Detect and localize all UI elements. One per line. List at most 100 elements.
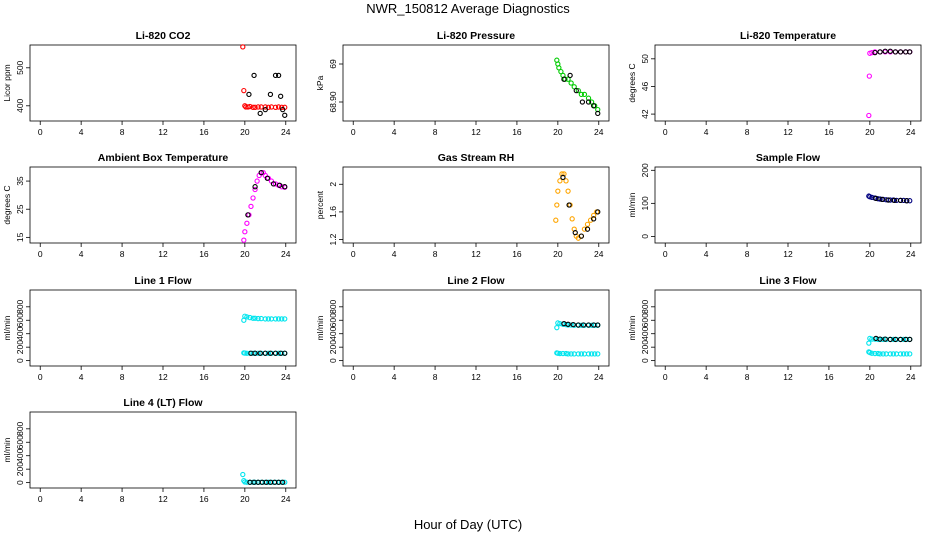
data-point xyxy=(240,471,246,478)
x-tick-label: 4 xyxy=(704,249,709,259)
data-point xyxy=(554,325,560,331)
data-point xyxy=(553,217,559,223)
data-point xyxy=(257,110,263,117)
data-point xyxy=(570,321,576,328)
data-point xyxy=(275,316,282,322)
y-tick-label: 600 xyxy=(640,313,650,327)
data-point xyxy=(588,351,595,357)
y-tick-label: 15 xyxy=(15,232,25,242)
data-point xyxy=(565,351,571,357)
data-point xyxy=(246,91,252,98)
panel-6: Sample Flow ml/min 0 4 8 12 16 20 24 0 100 200 xyxy=(627,152,922,259)
x-tick-label: 0 xyxy=(351,127,356,137)
y-axis-label: ml/min xyxy=(627,192,637,217)
panel-frame xyxy=(342,166,610,244)
x-tick-label: 20 xyxy=(865,249,875,259)
series-1 xyxy=(241,313,288,323)
series-2 xyxy=(873,195,910,204)
x-tick-label: 20 xyxy=(865,127,875,137)
x-tick-label: 24 xyxy=(281,249,291,259)
x-tick-label: 24 xyxy=(906,249,916,259)
x-tick-label: 0 xyxy=(38,249,43,259)
x-tick-label: 4 xyxy=(79,372,84,382)
y-tick-label: 0 xyxy=(328,358,338,363)
data-point xyxy=(565,321,571,327)
data-point xyxy=(882,48,888,54)
x-tick-label: 12 xyxy=(471,372,481,382)
y-tick-label: 400 xyxy=(15,448,25,462)
data-point xyxy=(887,351,893,357)
data-point xyxy=(561,76,567,82)
data-point xyxy=(242,350,248,356)
series-1 xyxy=(554,320,601,331)
data-point xyxy=(568,80,574,86)
data-point xyxy=(573,87,579,94)
data-point xyxy=(581,226,588,232)
y-tick-label: 50 xyxy=(640,54,650,64)
x-tick-label: 20 xyxy=(240,494,250,504)
y-tick-label: 500 xyxy=(15,60,25,74)
x-tick-label: 16 xyxy=(512,127,522,137)
data-point xyxy=(591,103,597,109)
data-point xyxy=(578,322,585,328)
data-point xyxy=(555,188,561,194)
data-point xyxy=(907,198,913,204)
y-tick-label: 1.2 xyxy=(328,233,338,245)
panel-title: Line 1 Flow xyxy=(134,275,192,287)
series-2 xyxy=(866,349,913,357)
panel-title: Line 4 (LT) Flow xyxy=(123,397,203,409)
data-point xyxy=(242,479,248,485)
series-2 xyxy=(246,72,288,118)
y-tick-label: 800 xyxy=(15,299,25,313)
data-point xyxy=(251,72,257,79)
data-point xyxy=(591,216,597,222)
y-tick-label: 800 xyxy=(328,299,338,313)
data-point xyxy=(877,49,883,55)
x-tick-label: 8 xyxy=(433,127,438,137)
data-point xyxy=(588,322,595,328)
y-tick-label: 200 xyxy=(328,340,338,354)
data-point xyxy=(252,315,258,321)
panel-title: Sample Flow xyxy=(756,152,821,164)
panel-title: Gas Stream RH xyxy=(438,152,514,164)
data-point xyxy=(872,350,878,357)
data-point xyxy=(875,350,881,357)
data-point xyxy=(250,104,256,110)
x-tick-label: 16 xyxy=(199,372,209,382)
data-point xyxy=(887,48,893,54)
x-tick-label: 0 xyxy=(663,372,668,382)
data-point xyxy=(897,351,904,357)
y-tick-label: 800 xyxy=(15,421,25,435)
data-point xyxy=(565,188,571,194)
x-tick-label: 4 xyxy=(704,127,709,137)
y-tick-label: 25 xyxy=(15,204,25,214)
x-tick-label: 12 xyxy=(783,372,793,382)
data-point xyxy=(282,316,288,322)
x-tick-label: 20 xyxy=(553,249,563,259)
x-tick-label: 8 xyxy=(120,127,125,137)
data-point xyxy=(907,351,913,357)
data-point xyxy=(563,178,569,184)
series-2 xyxy=(245,169,288,218)
panel-title: Li-820 Pressure xyxy=(437,30,515,42)
data-point xyxy=(900,351,907,357)
x-tick-label: 12 xyxy=(471,127,481,137)
x-tick-label: 8 xyxy=(433,372,438,382)
y-axis-label: Licor ppm xyxy=(2,64,12,101)
y-tick-label: 200 xyxy=(640,340,650,354)
series-3 xyxy=(561,320,601,328)
x-tick-label: 20 xyxy=(240,127,250,137)
data-point xyxy=(247,103,253,110)
x-tick-label: 24 xyxy=(281,494,291,504)
x-tick-label: 12 xyxy=(783,127,793,137)
data-point xyxy=(250,315,256,321)
data-point xyxy=(592,351,598,357)
data-point xyxy=(887,336,893,343)
data-point xyxy=(257,350,263,356)
data-point xyxy=(270,181,277,187)
x-tick-label: 0 xyxy=(38,372,43,382)
data-point xyxy=(569,216,575,222)
data-point xyxy=(885,197,891,203)
y-axis-label: ml/min xyxy=(627,315,637,340)
